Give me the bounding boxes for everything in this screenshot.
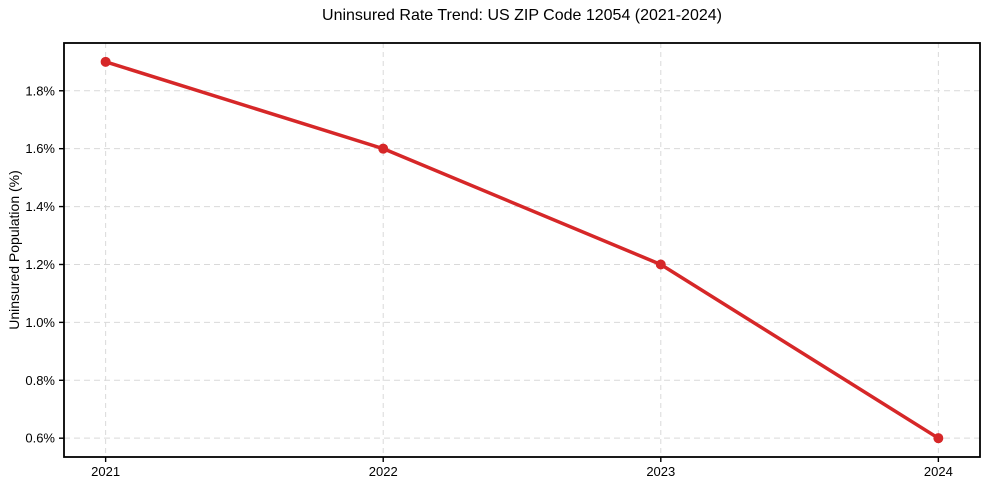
chart-title: Uninsured Rate Trend: US ZIP Code 12054 … (322, 7, 722, 24)
data-point-2021 (100, 56, 111, 67)
x-tick-label: 2021 (91, 464, 120, 479)
data-point-2022 (378, 143, 389, 154)
y-tick-label: 1.6% (25, 141, 55, 156)
x-tick-label: 2024 (924, 464, 953, 479)
y-tick-label: 1.8% (25, 83, 55, 98)
x-tick-label: 2022 (369, 464, 398, 479)
data-point-2023 (655, 259, 666, 270)
y-tick-label: 1.2% (25, 257, 55, 272)
data-point-2024 (933, 433, 944, 444)
x-tick-label: 2023 (646, 464, 675, 479)
y-tick-label: 1.4% (25, 199, 55, 214)
y-tick-label: 0.8% (25, 373, 55, 388)
trend-line (103, 60, 941, 440)
y-tick-label: 1.0% (25, 315, 55, 330)
axes-frame (63, 42, 981, 458)
y-tick-label: 0.6% (25, 431, 55, 446)
